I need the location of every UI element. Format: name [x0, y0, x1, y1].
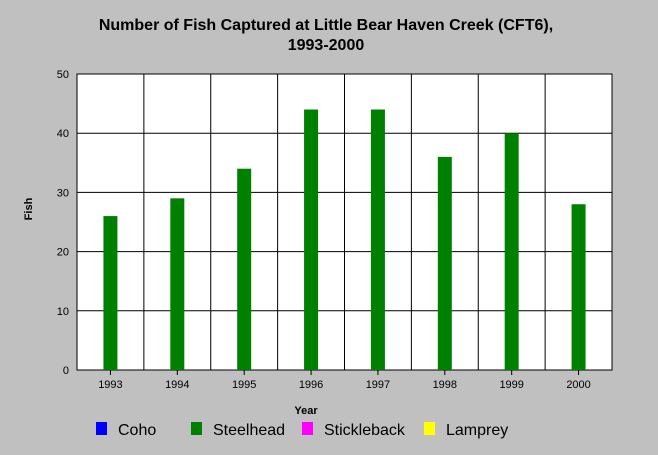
- x-axis-label: Year: [294, 405, 318, 417]
- legend-label-lamprey: Lamprey: [446, 422, 508, 439]
- bar-1994: [170, 198, 185, 370]
- x-tick-label-1993: 1993: [98, 379, 122, 391]
- x-tick-label-1999: 1999: [499, 379, 523, 391]
- y-tick-label-40: 40: [57, 128, 69, 140]
- legend-label-stickleback: Stickleback: [324, 422, 406, 439]
- x-tick-label-1994: 1994: [165, 379, 189, 391]
- y-axis-label: Fish: [23, 197, 35, 220]
- x-tick-label-1996: 1996: [299, 379, 323, 391]
- x-tick-label-1998: 1998: [433, 379, 457, 391]
- bar-1993: [103, 216, 118, 370]
- bar-1998: [437, 156, 452, 370]
- bar-2000: [571, 204, 586, 370]
- legend-swatch-coho: [96, 422, 107, 435]
- legend-swatch-lamprey: [424, 422, 435, 435]
- chart-title-line-2: 1993-2000: [288, 37, 365, 54]
- x-tick-label-1995: 1995: [232, 379, 256, 391]
- x-axis-tick-labels: 1993 1994 1995 1996 1997 1998 1999 2000: [98, 370, 591, 391]
- bar-1999: [504, 133, 519, 370]
- y-tick-label-0: 0: [63, 365, 69, 377]
- y-tick-label-10: 10: [57, 306, 69, 318]
- bar-1995: [237, 168, 252, 370]
- y-axis-tick-labels: 0 10 20 30 40 50: [57, 69, 69, 377]
- legend: Coho Steelhead Stickleback Lamprey: [96, 422, 508, 439]
- legend-swatch-stickleback: [302, 422, 313, 435]
- y-tick-label-50: 50: [57, 69, 69, 81]
- x-tick-label-2000: 2000: [566, 379, 590, 391]
- grid-lines: [77, 74, 612, 370]
- legend-swatch-steelhead: [191, 422, 202, 435]
- chart-title-line-1: Number of Fish Captured at Little Bear H…: [99, 17, 553, 34]
- bar-1997: [370, 109, 385, 371]
- bar-1996: [304, 109, 319, 371]
- x-tick-label-1997: 1997: [366, 379, 390, 391]
- y-tick-label-20: 20: [57, 247, 69, 259]
- legend-label-coho: Coho: [118, 422, 156, 439]
- legend-label-steelhead: Steelhead: [213, 422, 285, 439]
- y-tick-label-30: 30: [57, 187, 69, 199]
- bar-series-steelhead: [103, 109, 586, 371]
